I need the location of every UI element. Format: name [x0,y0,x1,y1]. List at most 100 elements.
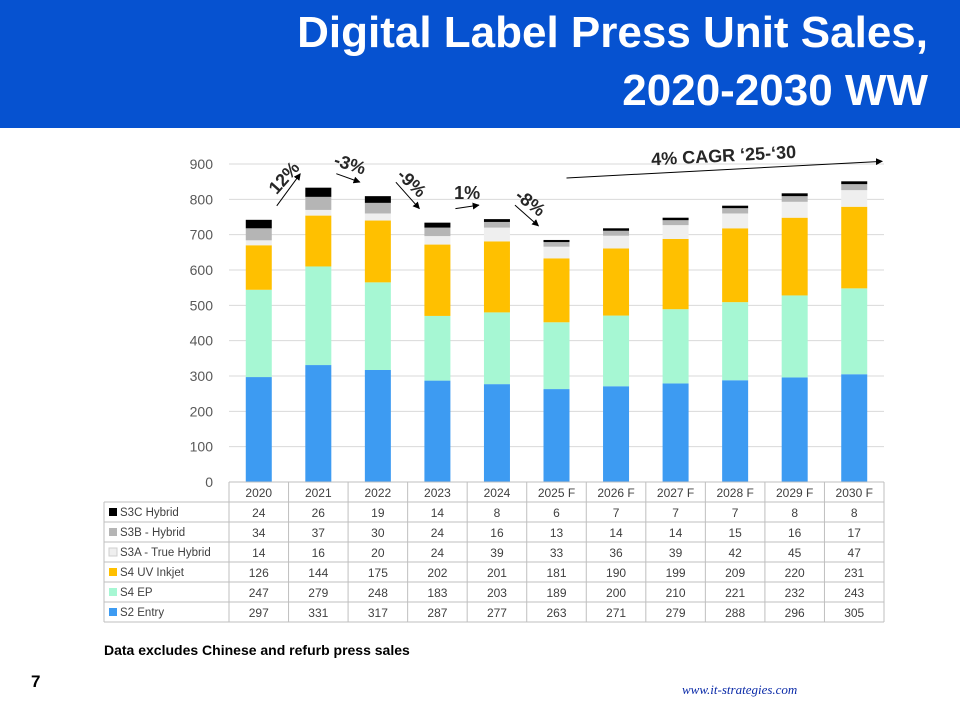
table-cell-value: 221 [725,586,745,600]
bar-segment-s4-ep-2023 [424,315,451,381]
website-link[interactable]: www.it-strategies.com [682,682,798,697]
x-tick-label: 2027 F [657,486,694,500]
bar-segment-s2-entry-2030-f [841,374,868,482]
legend-label: S4 EP [120,587,153,599]
bar-segment-s3b-hybrid-2027-f [662,220,689,226]
growth-rate-label: 1% [454,183,480,203]
bar-segment-s2-entry-2028-f [722,380,749,482]
table-cell-value: 200 [606,586,626,600]
table-cell-value: 30 [371,526,385,540]
growth-rate-label: 4% CAGR ‘25-‘30 [651,142,797,170]
table-cell-value: 144 [308,566,328,580]
growth-arrow [455,202,480,210]
bar-segment-s4-uv-inkjet-2023 [424,244,451,316]
bar-segment-s2-entry-2021 [305,365,332,482]
table-cell-value: 126 [249,566,269,580]
bar-segment-s3b-hybrid-2022 [364,202,391,214]
bar-segment-s2-entry-2024 [483,384,510,482]
table-cell-value: 189 [546,586,566,600]
y-tick-label: 800 [190,191,214,207]
table-cell-value: 20 [371,546,385,560]
bar-segment-s4-ep-2022 [364,282,391,370]
bar-segment-s2-entry-2025-f [543,389,570,482]
table-cell-value: 181 [546,566,566,580]
table-cell-value: 13 [550,526,564,540]
bar-segment-s3b-hybrid-2026-f [603,230,630,236]
bar-segment-s3c-hybrid-2021 [305,187,332,197]
x-tick-label: 2025 F [538,486,575,500]
legend-label: S3A - True Hybrid [120,547,211,559]
table-cell-value: 33 [550,546,564,560]
growth-arrow [514,204,540,227]
bar-segment-s3a-true-hybrid-2025-f [543,246,570,259]
page-number: 7 [31,672,41,691]
y-tick-label: 0 [205,474,213,490]
table-cell-value: 8 [494,506,501,520]
table-cell-value: 14 [431,506,445,520]
table-cell-value: 14 [609,526,623,540]
table-cell-value: 17 [848,526,862,540]
bar-segment-s2-entry-2029-f [781,377,808,482]
bar-segment-s4-ep-2026-f [603,315,630,387]
bar-segment-s4-uv-inkjet-2022 [364,220,391,283]
bar-segment-s2-entry-2027-f [662,383,689,482]
table-cell-value: 39 [669,546,683,560]
bar-segment-s3a-true-hybrid-2021 [305,209,332,216]
table-cell-value: 7 [732,506,739,520]
y-tick-label: 400 [190,333,214,349]
table-cell-value: 288 [725,606,745,620]
bar-segment-s3a-true-hybrid-2026-f [603,235,630,249]
legend-label: S2 Entry [120,607,164,619]
x-tick-label: 2021 [305,486,332,500]
table-cell-value: 331 [308,606,328,620]
y-tick-label: 700 [190,227,214,243]
bar-segment-s3a-true-hybrid-2020 [245,240,272,246]
table-cell-value: 24 [252,506,266,520]
bar-segment-s3c-hybrid-2024 [483,219,510,222]
bar-segment-s3b-hybrid-2023 [424,227,451,237]
table-cell-value: 287 [427,606,447,620]
y-tick-label: 100 [190,439,214,455]
legend-swatch [109,588,117,596]
bar-segment-s4-ep-2028-f [722,302,749,381]
table-cell-value: 37 [312,526,326,540]
bar-segment-s2-entry-2026-f [603,386,630,482]
bar-segment-s4-uv-inkjet-2020 [245,245,272,290]
x-tick-label: 2029 F [776,486,813,500]
table-cell-value: 248 [368,586,388,600]
bar-segment-s4-uv-inkjet-2025-f [543,258,570,323]
y-tick-label: 300 [190,368,214,384]
legend-label: S3B - Hybrid [120,527,185,539]
bar-segment-s3c-hybrid-2030-f [841,181,868,185]
growth-arrow [566,158,883,179]
bar-segment-s3b-hybrid-2021 [305,196,332,210]
legend-swatch [109,608,117,616]
x-tick-label: 2024 [484,486,511,500]
legend-swatch [109,568,117,576]
x-tick-label: 2030 F [836,486,873,500]
table-cell-value: 16 [312,546,326,560]
bar-segment-s3a-true-hybrid-2027-f [662,225,689,239]
table-cell-value: 201 [487,566,507,580]
table-cell-value: 183 [427,586,447,600]
bar-segment-s3b-hybrid-2030-f [841,184,868,191]
legend-swatch [109,508,117,516]
growth-arrow [336,173,361,184]
x-tick-label: 2023 [424,486,451,500]
table-cell-value: 209 [725,566,745,580]
table-cell-value: 175 [368,566,388,580]
bar-segment-s4-uv-inkjet-2028-f [722,228,749,303]
bar-segment-s3b-hybrid-2028-f [722,208,749,214]
table-cell-value: 243 [844,586,864,600]
bar-segment-s3c-hybrid-2029-f [781,193,808,197]
table-cell-value: 14 [252,546,266,560]
table-cell-value: 199 [666,566,686,580]
growth-arrow [395,181,420,210]
table-cell-value: 279 [308,586,328,600]
growth-rate-label: -8% [512,185,550,220]
table-cell-value: 231 [844,566,864,580]
bar-segment-s3c-hybrid-2028-f [722,205,749,209]
y-tick-label: 500 [190,297,214,313]
bar-segment-s4-ep-2020 [245,289,272,378]
bar-segment-s4-ep-2027-f [662,309,689,384]
